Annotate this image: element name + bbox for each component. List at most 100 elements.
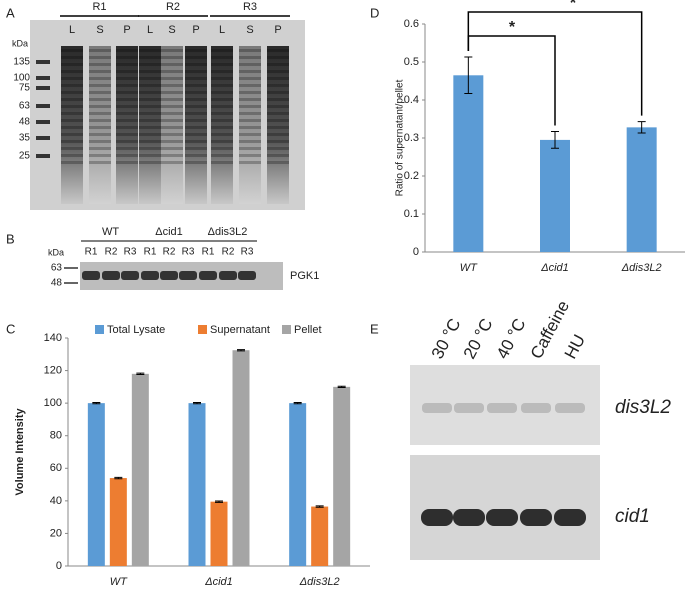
blot-band: [219, 271, 237, 280]
bar: [210, 501, 228, 566]
legend-swatch: [198, 325, 207, 334]
northern-band: [486, 509, 518, 526]
ladder-band: [36, 60, 50, 64]
blot-band: [82, 271, 100, 280]
panel-label: C: [6, 321, 15, 336]
y-tick-label: 0.2: [404, 170, 419, 182]
significance-star: *: [509, 19, 516, 36]
y-tick-label: 0.5: [404, 56, 419, 68]
y-tick-label: 20: [50, 527, 62, 539]
condition-label: 20 °C: [460, 315, 497, 362]
error-bar: [92, 401, 101, 405]
protein-label: PGK1: [290, 270, 319, 282]
ladder-band: [36, 104, 50, 108]
ladder-band: [36, 120, 50, 124]
panel-label: D: [370, 5, 379, 20]
error-bar: [551, 131, 559, 149]
ladder-band: [36, 76, 50, 80]
x-tick-label: Δcid1: [540, 262, 569, 274]
error-bar: [315, 505, 324, 508]
panel-label: A: [6, 5, 15, 20]
northern-band: [554, 509, 586, 526]
lane-label: R3: [241, 247, 254, 258]
lane-label: S: [168, 24, 175, 36]
error-bar: [337, 385, 346, 389]
y-tick-label: 80: [50, 430, 62, 442]
bar: [453, 75, 484, 252]
lane-label: R2: [222, 247, 235, 258]
error-bar: [114, 476, 123, 480]
error-bar: [464, 56, 473, 95]
y-tick-label: 40: [50, 495, 62, 507]
panel-label: B: [6, 231, 15, 246]
lane-label: R3: [182, 247, 195, 258]
blot-band: [160, 271, 178, 280]
marker-label: 100: [13, 73, 30, 84]
significance-star: *: [570, 0, 577, 12]
northern-band: [520, 509, 552, 526]
group-label: Δcid1: [155, 226, 183, 238]
legend-label: Total Lysate: [107, 324, 165, 336]
gene-label: cid1: [615, 506, 650, 527]
x-tick-label: Δdis3L2: [299, 576, 340, 588]
panel-label: E: [370, 321, 379, 336]
blot-band: [238, 271, 256, 280]
lane-label: P: [192, 24, 199, 36]
lane-label: L: [219, 24, 225, 36]
bar: [109, 478, 127, 566]
lane-label: R3: [124, 247, 137, 258]
lane-label: L: [147, 24, 153, 36]
blot-band: [199, 271, 217, 280]
y-tick-label: 0.3: [404, 132, 419, 144]
y-tick-label: 0: [56, 560, 62, 572]
marker-label: 35: [19, 133, 31, 144]
lane-label: L: [69, 24, 75, 36]
error-bar: [193, 401, 201, 405]
marker-label: 48: [51, 278, 63, 289]
gel-lane-bands: [116, 46, 138, 166]
ladder-band: [36, 154, 50, 158]
lane-label: S: [246, 24, 253, 36]
bar: [232, 350, 250, 566]
marker-label: 48: [19, 117, 31, 128]
error-bar: [293, 401, 302, 405]
kda-label: kDa: [48, 247, 64, 257]
blot-band: [121, 271, 139, 280]
legend-swatch: [95, 325, 104, 334]
legend-label: Pellet: [294, 324, 322, 336]
significance-bracket: [467, 11, 643, 116]
y-tick-label: 0.4: [404, 94, 419, 106]
ladder-band: [36, 86, 50, 90]
blot-band: [179, 271, 197, 280]
x-tick-label: Δcid1: [204, 576, 233, 588]
lane-label: R1: [144, 247, 157, 258]
lane-label: S: [96, 24, 103, 36]
y-tick-label: 120: [44, 364, 62, 376]
lane-label: R1: [85, 247, 98, 258]
northern-band: [487, 403, 517, 413]
group-label: R1: [92, 1, 106, 13]
gel-lane-bands: [161, 46, 183, 166]
northern-band: [453, 509, 485, 526]
y-tick-label: 0.1: [404, 208, 419, 220]
northern-band: [521, 403, 551, 413]
group-label: WT: [102, 226, 119, 238]
marker-label: 63: [51, 263, 63, 274]
group-label: R3: [243, 1, 257, 13]
bar: [188, 403, 206, 566]
lane-label: R2: [105, 247, 118, 258]
northern-band: [555, 403, 585, 413]
ladder-band: [36, 136, 50, 140]
y-tick-label: 60: [50, 462, 62, 474]
gel-lane-bands: [185, 46, 207, 166]
northern-image-bottom: [410, 455, 600, 560]
blot-band: [102, 271, 120, 280]
bar: [87, 403, 105, 566]
marker-label: 63: [19, 101, 31, 112]
bar: [289, 403, 307, 566]
marker-label: 25: [19, 151, 31, 162]
error-bar: [237, 349, 245, 352]
kda-label: kDa: [12, 38, 28, 48]
y-axis-label: Volume Intensity: [14, 408, 26, 496]
